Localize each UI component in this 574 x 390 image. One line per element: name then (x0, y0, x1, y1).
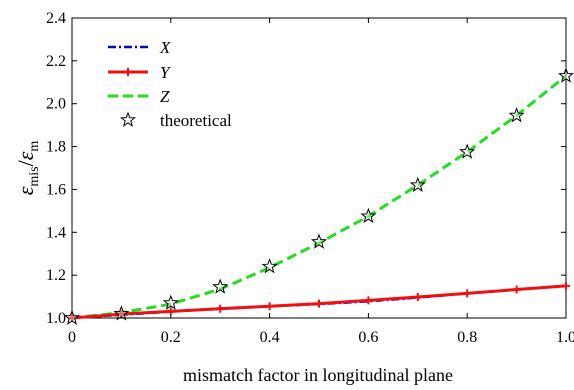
theoretical-star-marker (261, 258, 278, 274)
y-tick-label: 2.0 (46, 96, 66, 113)
series-y-marker (413, 293, 422, 301)
x-tick-label: 0.8 (457, 329, 477, 346)
legend-label: theoretical (160, 111, 232, 130)
y-label-epsilon-2: ε (13, 151, 38, 160)
y-tick-label: 1.2 (46, 267, 66, 284)
series-y-marker (315, 299, 323, 308)
legend-swatch-theoretical (119, 111, 137, 127)
theoretical-star-marker (162, 294, 179, 310)
legend-swatch-y-marker (124, 68, 132, 76)
series-z-line (71, 74, 567, 320)
theoretical-star-marker (409, 176, 426, 192)
y-tick-label: 1.4 (46, 224, 66, 241)
series-layer (63, 67, 574, 325)
y-tick-label: 2.4 (46, 10, 66, 27)
theoretical-star-marker (63, 309, 81, 325)
series-y-marker (166, 307, 175, 316)
y-label-sub-mis: mis (27, 166, 42, 186)
y-tick-label: 1.0 (46, 310, 66, 327)
series-y-marker (265, 302, 274, 311)
x-tick-label: 0.4 (260, 329, 280, 346)
series-y-marker (512, 285, 521, 294)
x-tick-label: 0.2 (161, 329, 181, 346)
plot-frame (71, 17, 567, 319)
series-y-marker (216, 304, 225, 313)
legend-label: Y (160, 63, 171, 82)
x-tick-label: 1.0 (556, 329, 574, 346)
theoretical-star-marker (459, 143, 476, 159)
theoretical-star-marker (557, 67, 574, 83)
x-axis-label: mismatch factor in longitudinal plane (183, 365, 453, 385)
y-label-slash: / (13, 159, 38, 166)
y-axis-label: εmis/εm (13, 141, 42, 196)
series-y-marker (463, 289, 472, 298)
plot-border (71, 17, 567, 319)
axis-ticks: 0 0.2 0.4 0.6 0.8 1.0 1.0 1.2 1.4 1.6 1.8 2.0 2.2 2.4 (46, 10, 574, 346)
legend-label: X (159, 38, 171, 57)
y-tick-label: 1.6 (46, 181, 66, 198)
y-label-sub-m: m (27, 141, 42, 152)
x-tick-label: 0.6 (358, 329, 378, 346)
theoretical-star-marker (113, 305, 130, 321)
y-tick-label: 2.2 (46, 53, 66, 70)
x-tick-label: 0 (68, 329, 76, 346)
series-y-marker (562, 281, 570, 290)
theoretical-star-marker (508, 107, 525, 123)
y-label-epsilon-1: ε (13, 186, 38, 195)
theoretical-star-marker (310, 233, 328, 249)
y-tick-label: 1.8 (46, 139, 66, 156)
theoretical-star-marker (212, 278, 229, 294)
series-y-marker (364, 296, 373, 305)
theoretical-star-marker (360, 207, 377, 224)
legend-label: Z (160, 87, 170, 106)
